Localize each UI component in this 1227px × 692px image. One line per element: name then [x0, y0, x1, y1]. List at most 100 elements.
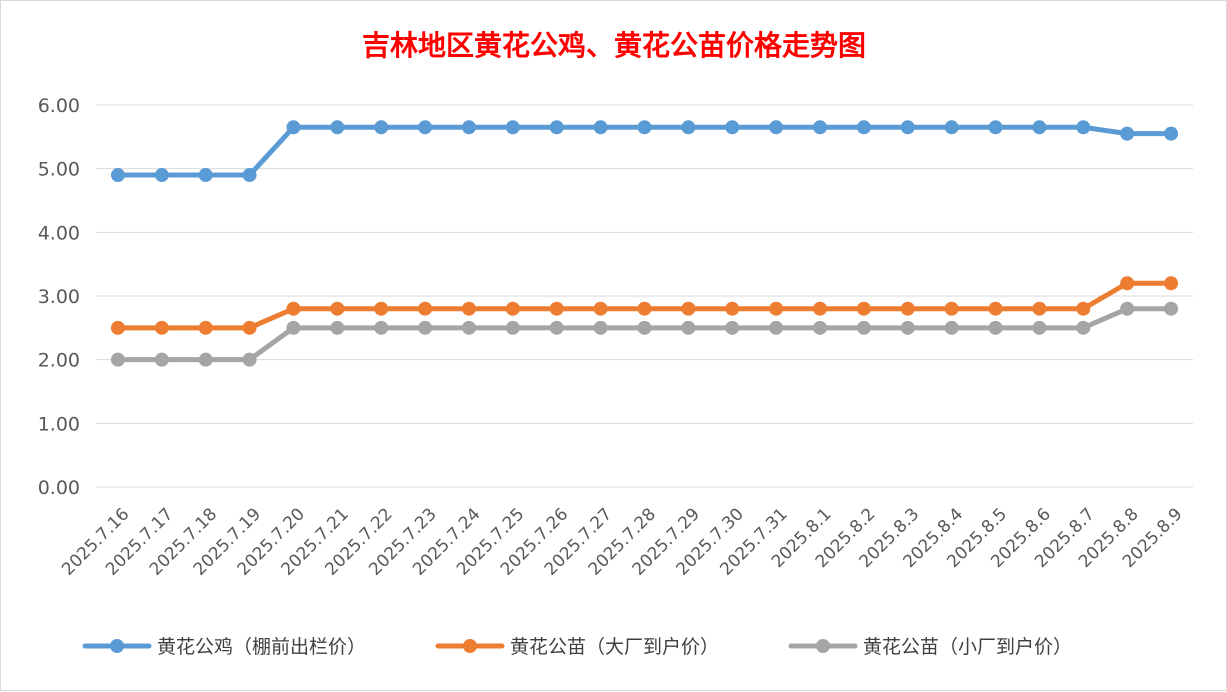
data-point: [330, 301, 345, 316]
data-point: [154, 168, 169, 183]
series-2: [110, 276, 1179, 335]
data-point: [330, 120, 345, 135]
legend-label: 黄花公鸡（棚前出栏价）: [157, 636, 366, 658]
data-point: [549, 120, 564, 135]
data-point: [637, 120, 652, 135]
data-point: [505, 120, 520, 135]
data-point: [505, 320, 520, 335]
chart-title: 吉林地区黄花公鸡、黄花公苗价格走势图: [362, 29, 866, 62]
legend-swatch-marker: [463, 639, 477, 653]
data-point: [856, 320, 871, 335]
legend-label: 黄花公苗（大厂到户价）: [510, 636, 719, 658]
data-point: [813, 320, 828, 335]
data-point: [813, 120, 828, 135]
data-point: [637, 301, 652, 316]
data-point: [1120, 301, 1135, 316]
data-point: [242, 168, 257, 183]
data-point: [900, 120, 915, 135]
data-point: [549, 320, 564, 335]
data-point: [1164, 126, 1179, 141]
y-tick-label: 2.00: [38, 350, 80, 372]
series-3: [110, 301, 1179, 367]
data-point: [418, 301, 433, 316]
legend-item-2: 黄花公苗（大厂到户价）: [435, 636, 719, 658]
legend-item-3: 黄花公苗（小厂到户价）: [788, 636, 1072, 658]
data-point: [988, 120, 1003, 135]
data-point: [681, 120, 696, 135]
data-point: [110, 168, 125, 183]
data-point: [769, 120, 784, 135]
data-point: [593, 320, 608, 335]
y-axis: 0.00 1.00 2.00 3.00 4.00 5.00 6.00: [38, 95, 80, 499]
series-line: [115, 124, 1174, 178]
legend-label: 黄花公苗（小厂到户价）: [863, 636, 1072, 658]
data-point: [154, 352, 169, 367]
data-point: [461, 320, 476, 335]
data-point: [374, 301, 389, 316]
y-tick-label: 0.00: [38, 477, 80, 499]
legend: 黄花公鸡（棚前出栏价） 黄花公苗（大厂到户价） 黄花公苗（小厂到户价）: [82, 636, 1072, 658]
data-point: [1032, 320, 1047, 335]
data-point: [1164, 276, 1179, 291]
data-point: [461, 120, 476, 135]
y-tick-label: 4.00: [38, 222, 80, 244]
data-point: [900, 320, 915, 335]
data-point: [944, 120, 959, 135]
x-axis: 2025.7.162025.7.172025.7.182025.7.192025…: [58, 504, 1186, 579]
data-point: [681, 320, 696, 335]
data-point: [198, 352, 213, 367]
data-point: [944, 301, 959, 316]
data-point: [813, 301, 828, 316]
data-point: [1164, 301, 1179, 316]
data-point: [1032, 301, 1047, 316]
data-point: [637, 320, 652, 335]
data-point: [593, 301, 608, 316]
data-point: [944, 320, 959, 335]
data-point: [725, 301, 740, 316]
data-point: [1076, 120, 1091, 135]
data-point: [769, 320, 784, 335]
data-point: [418, 120, 433, 135]
data-point: [374, 120, 389, 135]
data-point: [1076, 301, 1091, 316]
data-point: [900, 301, 915, 316]
data-point: [110, 352, 125, 367]
data-point: [330, 320, 345, 335]
data-point: [286, 120, 301, 135]
data-point: [418, 320, 433, 335]
data-point: [198, 320, 213, 335]
legend-swatch-marker: [110, 639, 124, 653]
data-point: [856, 301, 871, 316]
data-point: [725, 320, 740, 335]
data-point: [593, 120, 608, 135]
data-point: [1032, 120, 1047, 135]
data-point: [725, 120, 740, 135]
data-point: [1120, 276, 1135, 291]
y-tick-label: 6.00: [38, 95, 80, 117]
legend-item-1: 黄花公鸡（棚前出栏价）: [82, 636, 366, 658]
y-tick-label: 3.00: [38, 286, 80, 308]
data-point: [856, 120, 871, 135]
gridlines: [96, 104, 1193, 488]
data-point: [242, 352, 257, 367]
data-point: [154, 320, 169, 335]
data-point: [1076, 320, 1091, 335]
data-point: [505, 301, 520, 316]
data-point: [286, 301, 301, 316]
data-point: [286, 320, 301, 335]
data-point: [242, 320, 257, 335]
data-point: [110, 320, 125, 335]
data-point: [374, 320, 389, 335]
data-point: [681, 301, 696, 316]
data-point: [769, 301, 784, 316]
series-1: [110, 120, 1179, 183]
data-point: [198, 168, 213, 183]
y-tick-label: 1.00: [38, 413, 80, 435]
data-point: [549, 301, 564, 316]
y-tick-label: 5.00: [38, 159, 80, 181]
data-point: [1120, 126, 1135, 141]
series-group: [110, 120, 1179, 367]
data-point: [988, 301, 1003, 316]
